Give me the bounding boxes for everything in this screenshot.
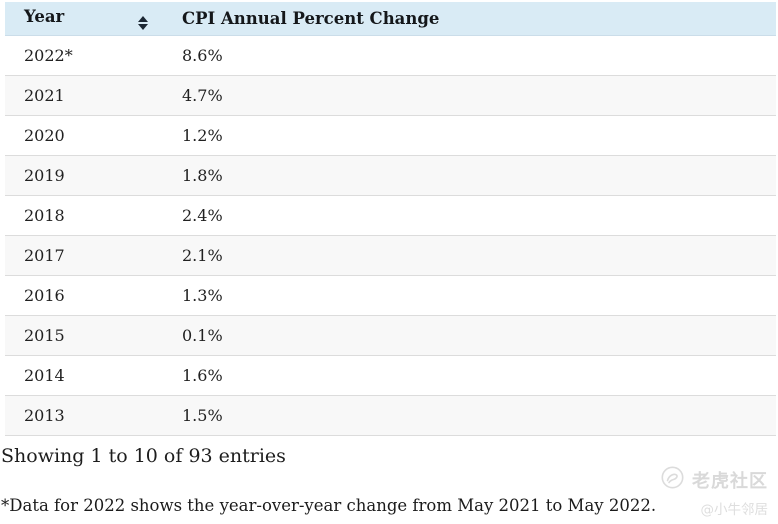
table-row: 2013 1.5% [5, 395, 776, 436]
cpi-cell: 1.5% [163, 395, 776, 436]
table-row: 2021 4.7% [5, 75, 776, 116]
table-body: 2022* 8.6% 2021 4.7% 2020 1.2% 2019 1.8%… [5, 35, 776, 436]
year-cell: 2020 [5, 115, 163, 156]
cpi-cell: 2.4% [163, 195, 776, 236]
header-row: Year CPI Annual Percent Change [5, 2, 776, 36]
table-header: Year CPI Annual Percent Change [5, 2, 776, 36]
watermark-brand: 老虎社区 [692, 470, 768, 492]
cpi-cell: 1.3% [163, 275, 776, 316]
cpi-table: Year CPI Annual Percent Change 2022* 8.6… [5, 2, 776, 436]
year-cell: 2014 [5, 355, 163, 396]
sort-desc-icon [138, 23, 148, 30]
tiger-logo-icon [661, 466, 684, 493]
year-cell: 2015 [5, 315, 163, 356]
cpi-header-label: CPI Annual Percent Change [182, 8, 440, 28]
table-row: 2015 0.1% [5, 315, 776, 356]
table-row: 2016 1.3% [5, 275, 776, 316]
year-cell: 2018 [5, 195, 163, 236]
cpi-column-header[interactable]: CPI Annual Percent Change [163, 2, 776, 36]
table-row: 2019 1.8% [5, 155, 776, 196]
cpi-cell: 1.6% [163, 355, 776, 396]
table-row: 2018 2.4% [5, 195, 776, 236]
cpi-cell: 2.1% [163, 235, 776, 276]
year-cell: 2013 [5, 395, 163, 436]
cpi-cell: 8.6% [163, 35, 776, 76]
year-cell: 2019 [5, 155, 163, 196]
cpi-cell: 1.8% [163, 155, 776, 196]
year-cell: 2017 [5, 235, 163, 276]
year-header-label: Year [24, 6, 65, 26]
cpi-data-table-container: Year CPI Annual Percent Change 2022* 8.6… [5, 2, 776, 436]
year-column-header[interactable]: Year [5, 2, 163, 36]
table-row: 2017 2.1% [5, 235, 776, 276]
table-info: Showing 1 to 10 of 93 entries [1, 444, 286, 467]
footnote: *Data for 2022 shows the year-over-year … [1, 495, 657, 515]
table-row: 2014 1.6% [5, 355, 776, 396]
table-row: 2022* 8.6% [5, 35, 776, 76]
table-row: 2020 1.2% [5, 115, 776, 156]
cpi-cell: 4.7% [163, 75, 776, 116]
sort-both-icon[interactable] [138, 15, 148, 30]
year-cell: 2021 [5, 75, 163, 116]
year-cell: 2016 [5, 275, 163, 316]
cpi-cell: 1.2% [163, 115, 776, 156]
sort-asc-icon [138, 15, 148, 22]
cpi-cell: 0.1% [163, 315, 776, 356]
year-cell: 2022* [5, 35, 163, 76]
